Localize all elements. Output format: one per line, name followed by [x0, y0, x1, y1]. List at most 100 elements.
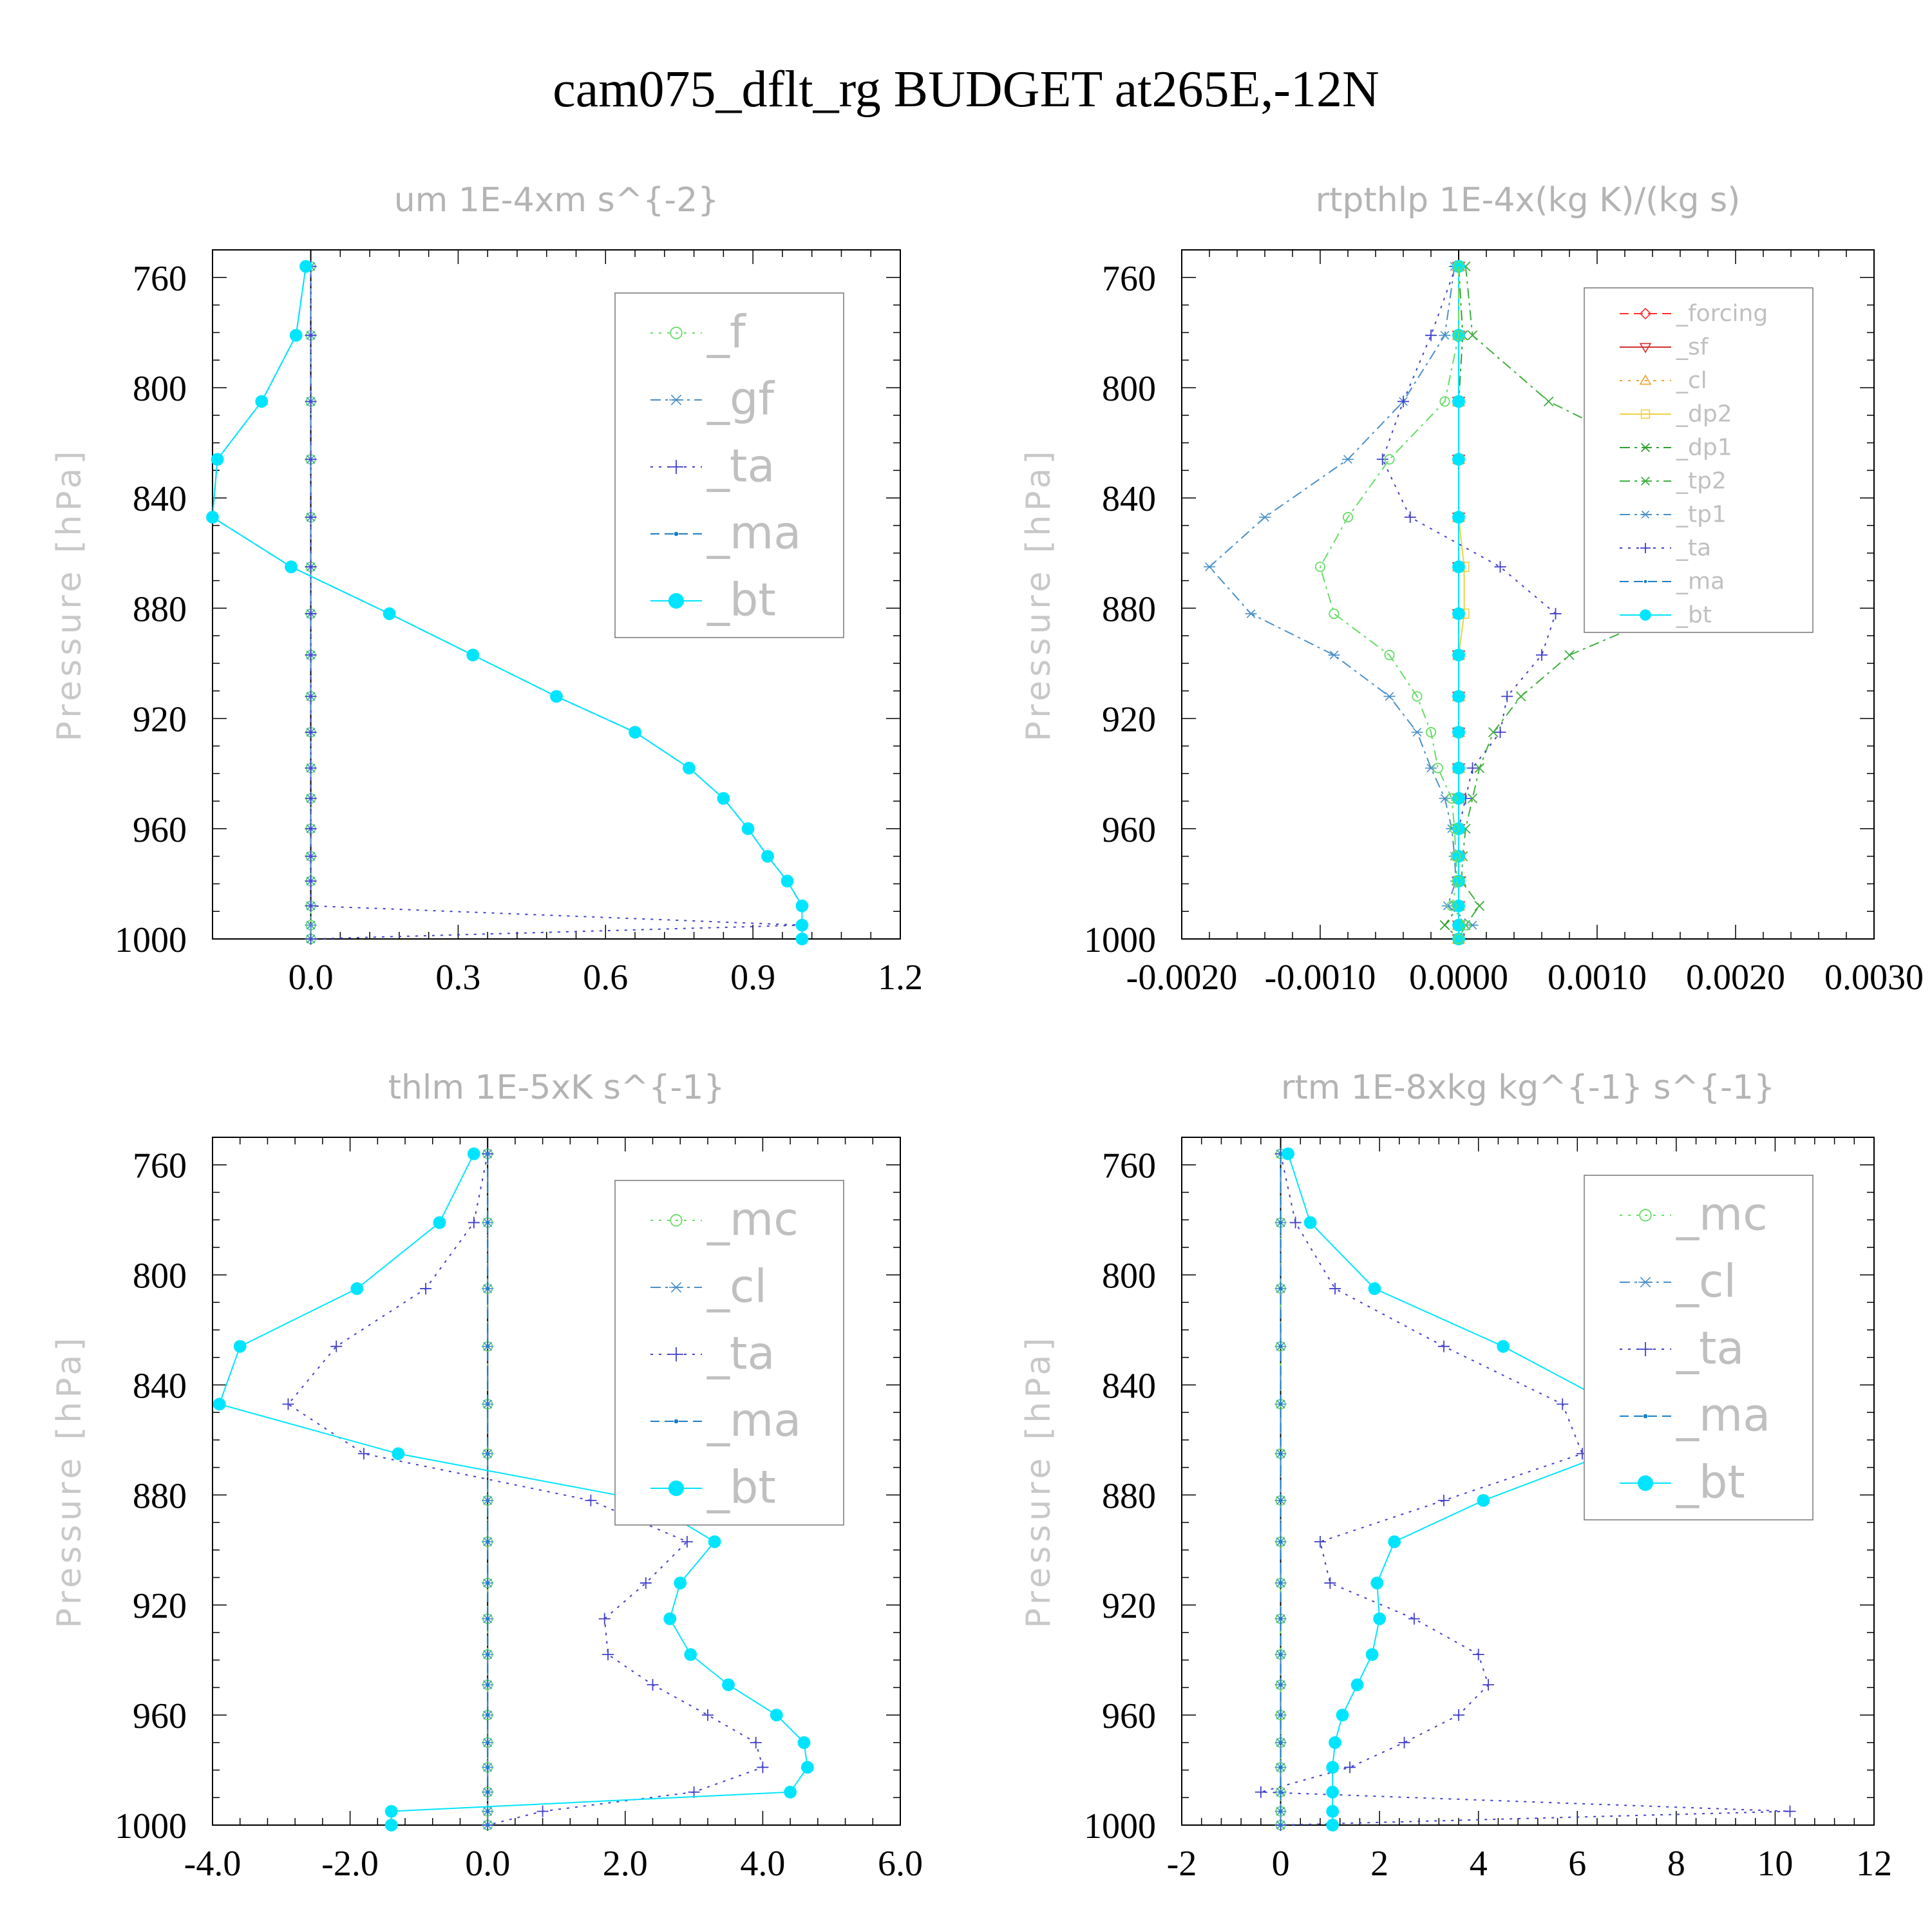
x-tick-label: 0.0: [465, 1844, 510, 1884]
data-point: [1452, 875, 1465, 888]
data-point: [784, 1785, 797, 1799]
y-axis-label: Pressure [hPa]: [1019, 1334, 1058, 1629]
data-point: [305, 933, 317, 945]
data-point: [213, 1397, 226, 1411]
data-point: [1452, 511, 1465, 524]
data-point: [1370, 1577, 1384, 1589]
legend-label: _gf: [706, 372, 775, 425]
data-point: [1482, 1679, 1495, 1691]
panel-rtpthlp: rtpthlp 1E-4x(kg K)/(kg s) Pressure [hPa]…: [1019, 181, 1924, 998]
y-tick-label: 920: [1102, 700, 1156, 740]
x-tick-label: 1.2: [878, 958, 923, 998]
data-point: [598, 1613, 611, 1625]
data-point: [1245, 609, 1257, 618]
data-point: [305, 395, 317, 408]
series-bt: [206, 260, 809, 945]
data-point: [1453, 330, 1464, 341]
data-point: [795, 933, 809, 945]
y-tick-label: 840: [133, 1366, 187, 1406]
x-tick-label: 2.0: [603, 1844, 648, 1884]
legend-marker: [1639, 307, 1652, 320]
y-tick-label: 880: [133, 589, 187, 629]
data-point: [1439, 396, 1450, 407]
data-point: [1365, 1648, 1379, 1662]
data-point: [629, 726, 641, 739]
data-point: [1460, 920, 1471, 931]
series-ta: [1255, 1148, 1796, 1831]
data-point: [350, 1282, 364, 1295]
data-point: [486, 1713, 489, 1717]
data-point: [1328, 650, 1340, 660]
data-point: [1324, 1577, 1336, 1589]
x-tick-label: 6: [1568, 1844, 1586, 1884]
x-tick-label: 0.3: [435, 958, 480, 998]
data-point: [1278, 1809, 1283, 1814]
y-tick-label: 960: [1102, 1696, 1156, 1736]
data-point: [1432, 762, 1443, 773]
data-point: [1446, 793, 1457, 804]
data-point: [233, 1340, 247, 1353]
data-point: [1314, 1535, 1326, 1548]
data-point: [1408, 1613, 1420, 1625]
data-point: [305, 329, 317, 341]
data-point: [1278, 1713, 1283, 1717]
data-point: [1494, 561, 1506, 573]
data-point: [1497, 1340, 1510, 1353]
data-point: [1437, 1340, 1450, 1352]
data-point: [486, 1790, 489, 1794]
data-point: [550, 690, 563, 703]
data-point: [433, 1216, 446, 1229]
data-point: [305, 762, 317, 774]
data-point: [1278, 1499, 1283, 1502]
y-tick-label: 1000: [115, 1806, 187, 1846]
data-point: [1398, 1736, 1410, 1748]
data-point: [1452, 607, 1465, 620]
x-tick-label: 0.0000: [1409, 958, 1508, 998]
series-line: [1458, 266, 1465, 939]
data-point: [305, 875, 317, 887]
x-tick-label: 2: [1370, 1844, 1388, 1884]
data-point: [486, 1220, 489, 1225]
data-point: [1397, 395, 1409, 408]
data-point: [1564, 650, 1575, 660]
data-point: [1452, 395, 1465, 408]
data-point: [1278, 1402, 1283, 1406]
data-point: [1278, 1653, 1283, 1656]
x-tick-label: 12: [1856, 1844, 1892, 1884]
data-point: [1439, 920, 1450, 931]
series-line: [1287, 1153, 1613, 1825]
data-point: [1412, 691, 1423, 702]
series-line: [287, 1153, 764, 1826]
data-point: [305, 511, 317, 524]
data-point: [1404, 511, 1416, 524]
data-point: [1452, 726, 1465, 739]
data-point: [1278, 1540, 1283, 1544]
y-tick-label: 760: [133, 1146, 187, 1186]
legend-label: _mc: [1676, 1188, 1768, 1240]
data-point: [800, 1761, 814, 1774]
series-unlabeled: [1314, 261, 1471, 945]
legend-box: [1584, 287, 1814, 633]
data-point: [1467, 330, 1478, 341]
data-point: [1314, 562, 1326, 573]
legend-label: _ma: [706, 1394, 801, 1446]
data-point: [1437, 1494, 1450, 1506]
data-point: [1384, 454, 1395, 465]
data-point: [1278, 1790, 1283, 1794]
data-point: [647, 1679, 659, 1691]
series-dp1: [1439, 261, 1468, 944]
x-tick-label: 0.9: [730, 958, 775, 998]
series-ta: [1376, 260, 1562, 945]
y-tick-label: 800: [1102, 369, 1156, 409]
legend-label: _ta: [706, 1327, 775, 1379]
data-point: [1259, 513, 1271, 522]
data-point: [420, 1282, 432, 1294]
legend-marker: [1639, 374, 1652, 385]
data-point: [384, 1804, 398, 1818]
legend-label: _cl: [1676, 368, 1707, 394]
series-ma: [486, 1151, 489, 1827]
legend: _forcing _sf _cl _dp2 _dp1 _tp2 _tp1 _ta _ma _bt: [1584, 287, 1814, 633]
data-point: [1494, 726, 1506, 738]
data-point: [1453, 261, 1464, 272]
